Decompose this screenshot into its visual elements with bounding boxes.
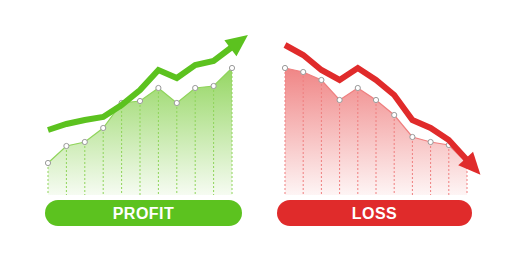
label-pill [277,200,472,226]
drop-line [232,68,233,195]
point-marker [392,112,397,117]
drop-line [176,103,177,195]
chart-title: PROFIT [113,205,175,222]
drop-line [448,145,449,195]
drop-line [430,142,431,195]
arrow-head [458,152,480,175]
point-marker [282,65,287,70]
point-marker [229,65,234,70]
point-marker [410,134,415,139]
drop-line [158,88,159,195]
drop-line [339,100,340,195]
point-marker [82,139,87,144]
drop-line [321,80,322,195]
drop-line [84,142,85,195]
point-marker [64,143,69,148]
drop-line [140,101,141,195]
point-marker [428,139,433,144]
point-marker [193,85,198,90]
drop-line [213,86,214,195]
point-marker [337,97,342,102]
plot-area [282,45,469,195]
point-marker [174,100,179,105]
point-marker [211,83,216,88]
point-marker [156,85,161,90]
point-marker [373,97,378,102]
drop-line [394,115,395,195]
drop-line [103,128,104,195]
drop-line [66,146,67,195]
point-marker [45,160,50,165]
overlay [224,35,248,56]
drop-line [48,163,49,195]
point-marker [319,77,324,82]
drop-line [357,88,358,195]
area-edge [48,68,232,163]
trend-line [285,45,467,160]
drop-line [412,137,413,195]
point-marker [355,85,360,90]
drop-line [303,72,304,195]
drop-line [195,88,196,195]
drop-line [285,68,286,195]
point-marker [101,125,106,130]
point-marker [301,69,306,74]
drop-line [121,103,122,195]
label-pill [45,200,242,226]
drop-line [376,100,377,195]
chart-canvas: PROFIT LOSS [0,0,520,280]
point-marker [137,98,142,103]
arrow-head [224,35,248,56]
trend-line [48,47,232,130]
plot-area [45,47,234,195]
chart-title: LOSS [352,205,398,222]
overlay [458,152,480,175]
